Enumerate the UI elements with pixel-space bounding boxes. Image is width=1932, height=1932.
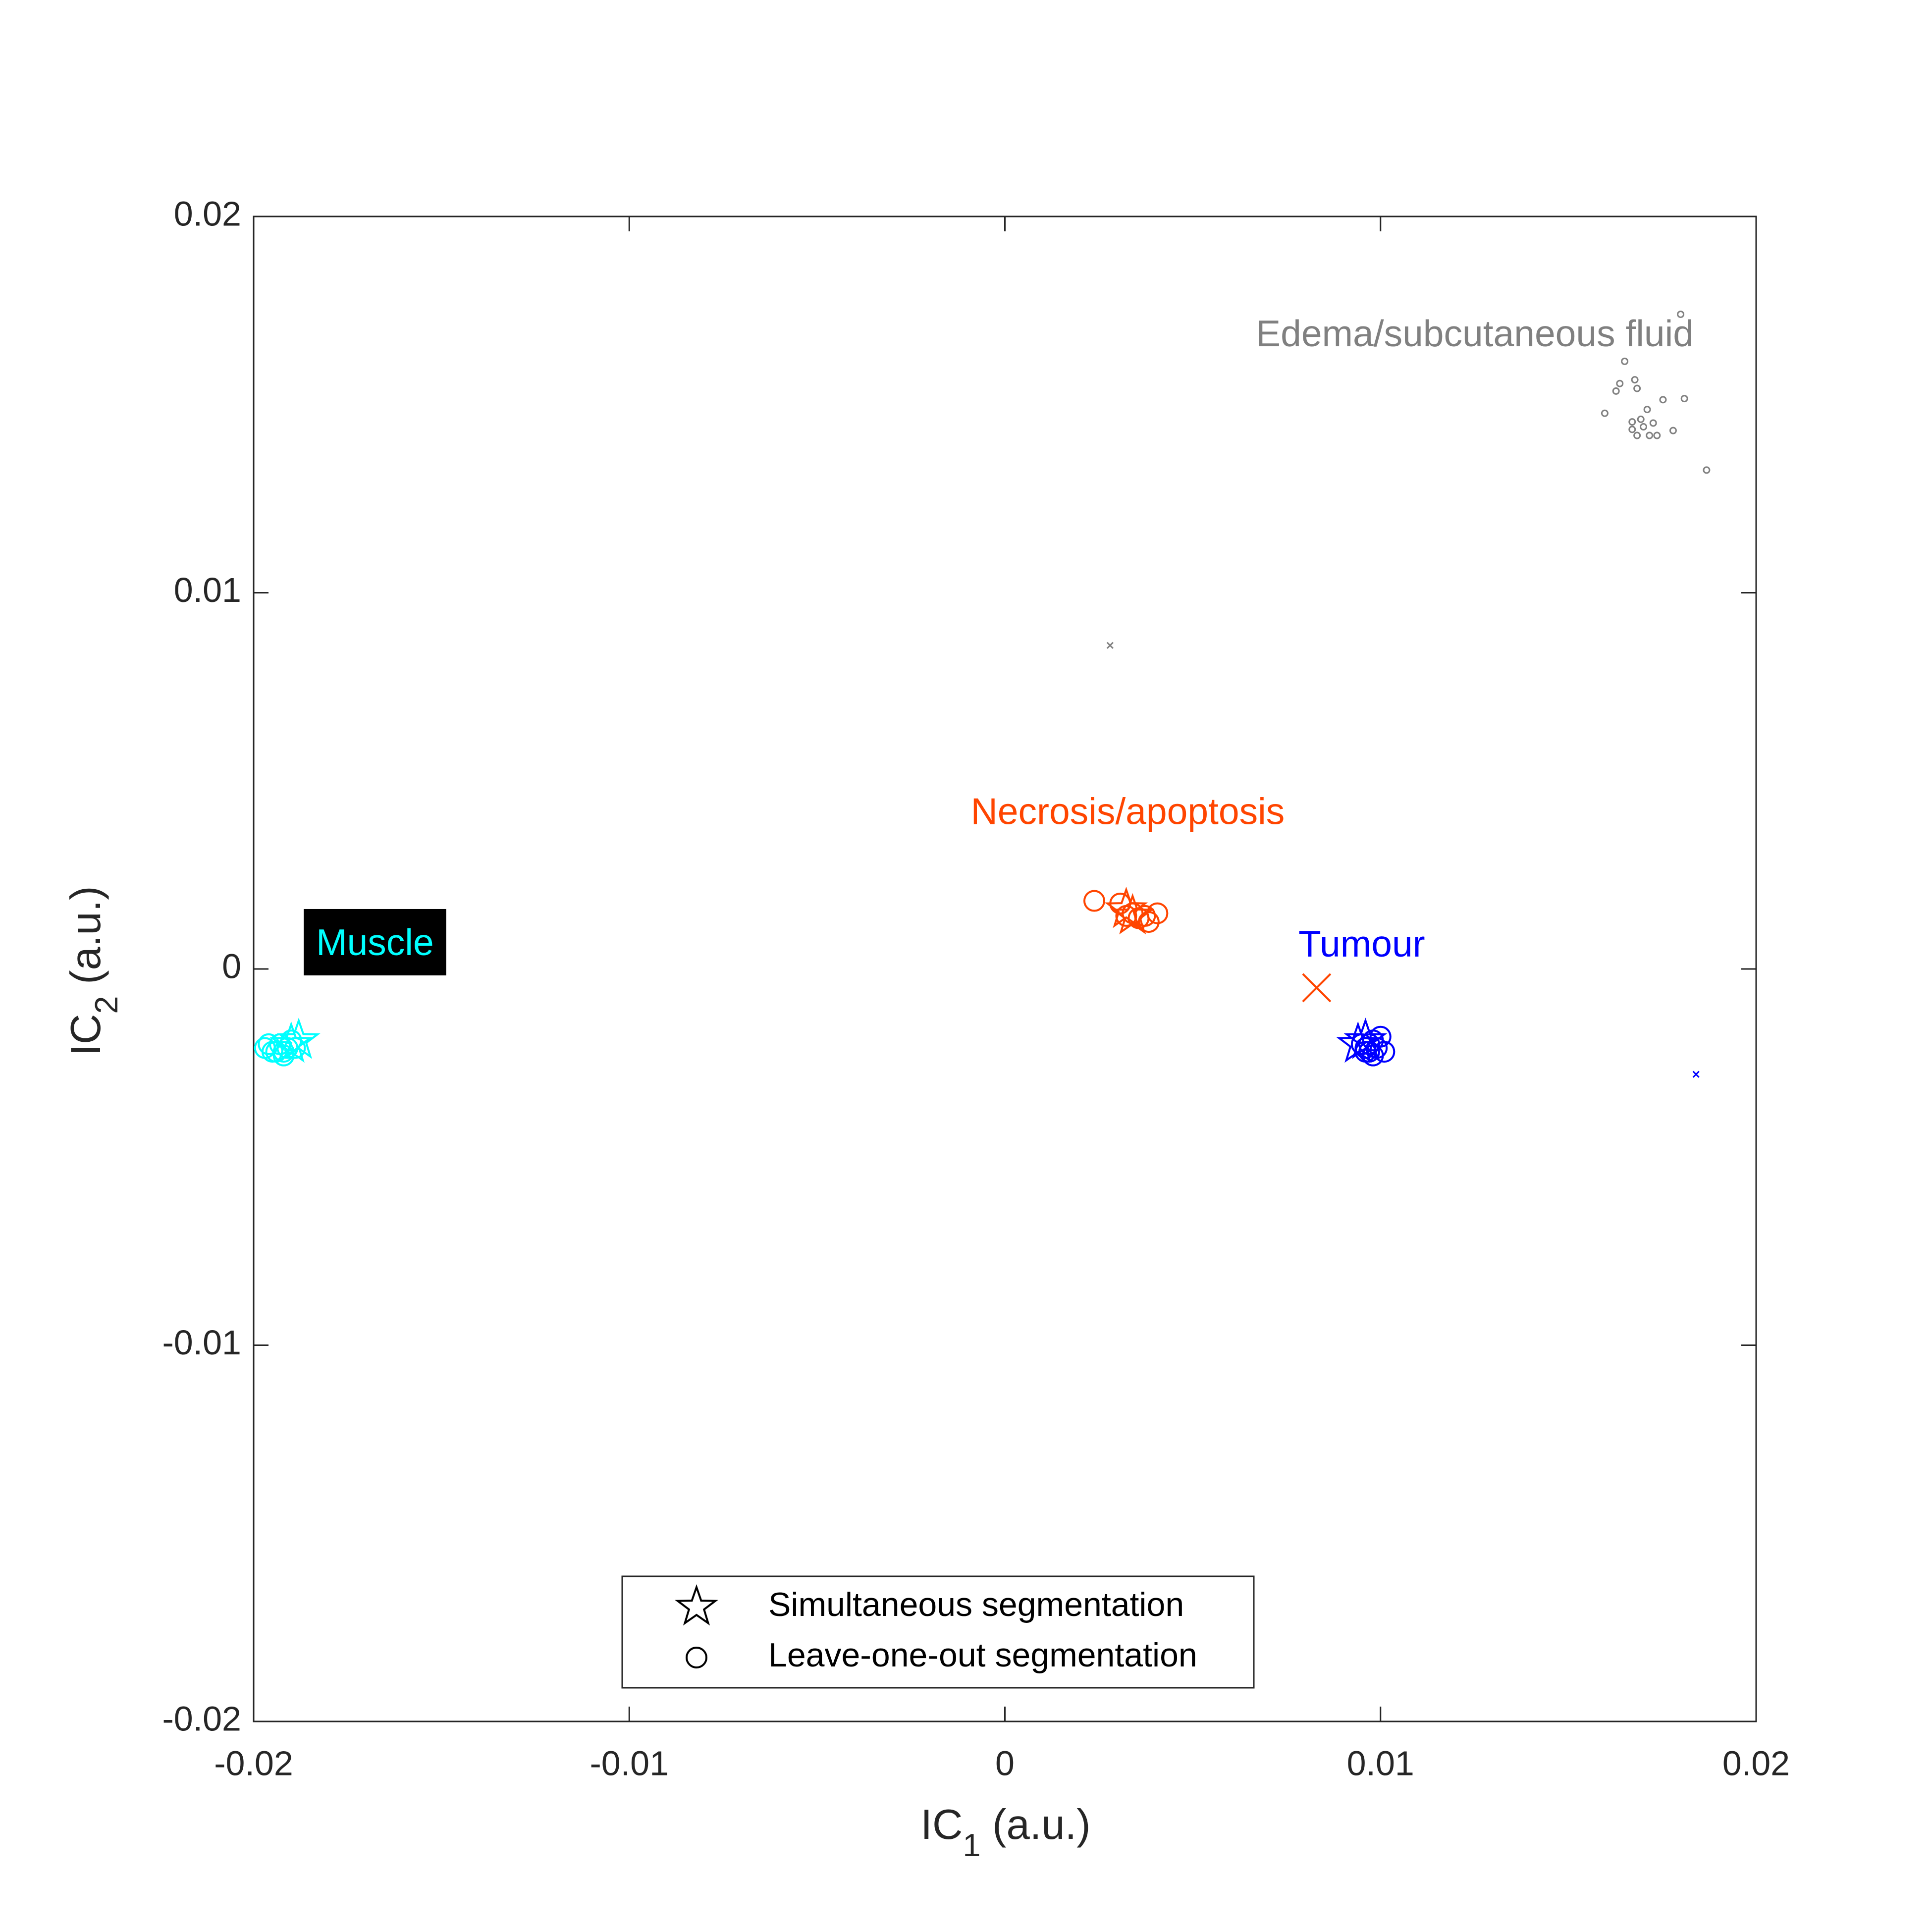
annotation-text: Necrosis/apoptosis bbox=[971, 791, 1285, 832]
x-tick-label: -0.01 bbox=[590, 1744, 669, 1782]
legend-box bbox=[621, 1575, 1255, 1689]
point bbox=[1659, 396, 1667, 404]
legend-label: Simultaneous segmentation bbox=[768, 1586, 1184, 1623]
y-axis-label: IC2 (a.u.) bbox=[62, 886, 124, 1056]
star-point bbox=[1343, 1018, 1388, 1059]
star-point bbox=[1336, 1021, 1380, 1063]
point bbox=[1083, 890, 1105, 912]
star-point bbox=[1111, 893, 1155, 935]
point bbox=[1628, 418, 1636, 426]
x-tick-label: 0.01 bbox=[1347, 1744, 1414, 1782]
point bbox=[1653, 431, 1661, 439]
annotation: Necrosis/apoptosis bbox=[971, 791, 1285, 832]
point bbox=[1640, 423, 1648, 431]
star-point bbox=[269, 1021, 313, 1063]
point bbox=[1677, 310, 1685, 318]
point bbox=[1669, 427, 1677, 434]
point bbox=[1633, 431, 1641, 439]
y-label-sub: 2 bbox=[88, 996, 124, 1014]
cross-point bbox=[1302, 973, 1332, 1003]
legend: Simultaneous segmentation Leave-one-out s… bbox=[621, 1575, 1255, 1689]
point bbox=[1646, 431, 1654, 439]
x-tick-label: -0.02 bbox=[214, 1744, 293, 1782]
x-label-rest: (a.u.) bbox=[981, 1801, 1091, 1848]
point bbox=[1703, 466, 1711, 474]
plot-frame bbox=[253, 215, 1757, 1722]
y-label-rest: (a.u.) bbox=[62, 886, 109, 996]
y-tick-label: -0.02 bbox=[162, 1699, 241, 1738]
y-tick-label: 0.02 bbox=[174, 194, 241, 233]
legend-label: Leave-one-out segmentation bbox=[768, 1636, 1197, 1674]
legend-marker bbox=[686, 1647, 707, 1668]
x-label-sub: 1 bbox=[963, 1827, 980, 1863]
point bbox=[1601, 409, 1609, 417]
legend-marker bbox=[675, 1584, 718, 1626]
point bbox=[1637, 415, 1645, 423]
point bbox=[1633, 384, 1641, 392]
point bbox=[1115, 905, 1137, 927]
point bbox=[1621, 357, 1629, 365]
annotation: Tumour bbox=[1298, 923, 1425, 965]
y-tick-label: -0.01 bbox=[162, 1323, 241, 1362]
point bbox=[1628, 426, 1636, 433]
star-point bbox=[1104, 886, 1148, 928]
x-tick-label: 0 bbox=[995, 1744, 1015, 1782]
point bbox=[1612, 387, 1620, 395]
point bbox=[1369, 1025, 1392, 1048]
annotation-text: Tumour bbox=[1298, 923, 1425, 965]
cross-point bbox=[1106, 642, 1114, 649]
annotation-text: Edema/subcutaneous fluid bbox=[1256, 313, 1694, 354]
x-axis-label: IC1 (a.u.) bbox=[920, 1801, 1090, 1863]
point bbox=[1643, 406, 1651, 414]
cross-point bbox=[1692, 1071, 1700, 1078]
annotation: Muscle bbox=[304, 909, 446, 975]
point bbox=[1680, 395, 1688, 403]
point bbox=[1616, 379, 1624, 387]
point bbox=[1631, 376, 1639, 384]
annotation: Edema/subcutaneous fluid bbox=[1256, 313, 1694, 354]
y-tick-label: 0 bbox=[222, 947, 241, 985]
point bbox=[1649, 419, 1657, 427]
y-tick-label: 0.01 bbox=[174, 571, 241, 609]
annotation-text: Muscle bbox=[316, 921, 434, 963]
x-label-main: IC bbox=[920, 1801, 963, 1848]
x-tick-label: 0.02 bbox=[1722, 1744, 1790, 1782]
annotation-background bbox=[304, 909, 446, 975]
y-label-main: IC bbox=[62, 1014, 109, 1056]
